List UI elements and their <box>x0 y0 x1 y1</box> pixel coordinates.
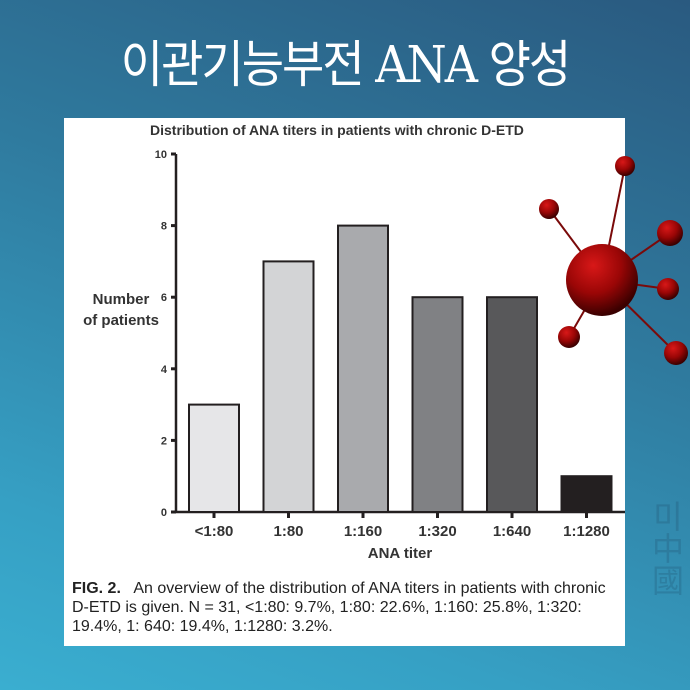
y-axis-label: Number <box>93 291 150 308</box>
x-tick-label: 1:1280 <box>563 523 610 540</box>
caption-label: FIG. 2. <box>72 580 121 597</box>
x-tick-label: 1:640 <box>493 523 531 540</box>
x-tick-label: <1:80 <box>195 523 234 540</box>
y-tick-label: 10 <box>155 149 167 161</box>
bar <box>411 296 464 513</box>
x-tick-label: 1:160 <box>344 523 382 540</box>
figure-panel: Distribution of ANA titers in patients w… <box>64 118 625 646</box>
figure-caption: FIG. 2. An overview of the distribution … <box>72 579 624 636</box>
virus-molecule-icon <box>539 156 688 365</box>
x-tick-label: 1:80 <box>273 523 303 540</box>
y-tick-label: 6 <box>161 292 167 304</box>
y-tick-label: 2 <box>161 435 167 447</box>
bar <box>486 296 538 513</box>
svg-text:of patients: of patients <box>83 312 159 329</box>
y-tick-label: 4 <box>161 364 168 376</box>
y-tick-label: 8 <box>161 221 167 233</box>
x-axis-label: ANA titer <box>368 545 433 562</box>
y-tick-label: 0 <box>161 507 167 519</box>
caption-text: An overview of the distribution of ANA t… <box>72 580 606 635</box>
bar <box>337 224 389 513</box>
chart-title: Distribution of ANA titers in patients w… <box>150 122 524 138</box>
bar <box>262 260 315 513</box>
x-tick-label: 1:320 <box>418 523 456 540</box>
bar <box>560 475 613 514</box>
hanja-watermark-icon: 미中國 <box>647 500 685 596</box>
bar-chart: 0 2 4 6 8 10 Number of patients <1:80 1:80 1:160 1:… <box>83 149 625 562</box>
page-title: 이관기능부전 ANA 양성 <box>120 34 572 94</box>
bar <box>188 403 240 514</box>
